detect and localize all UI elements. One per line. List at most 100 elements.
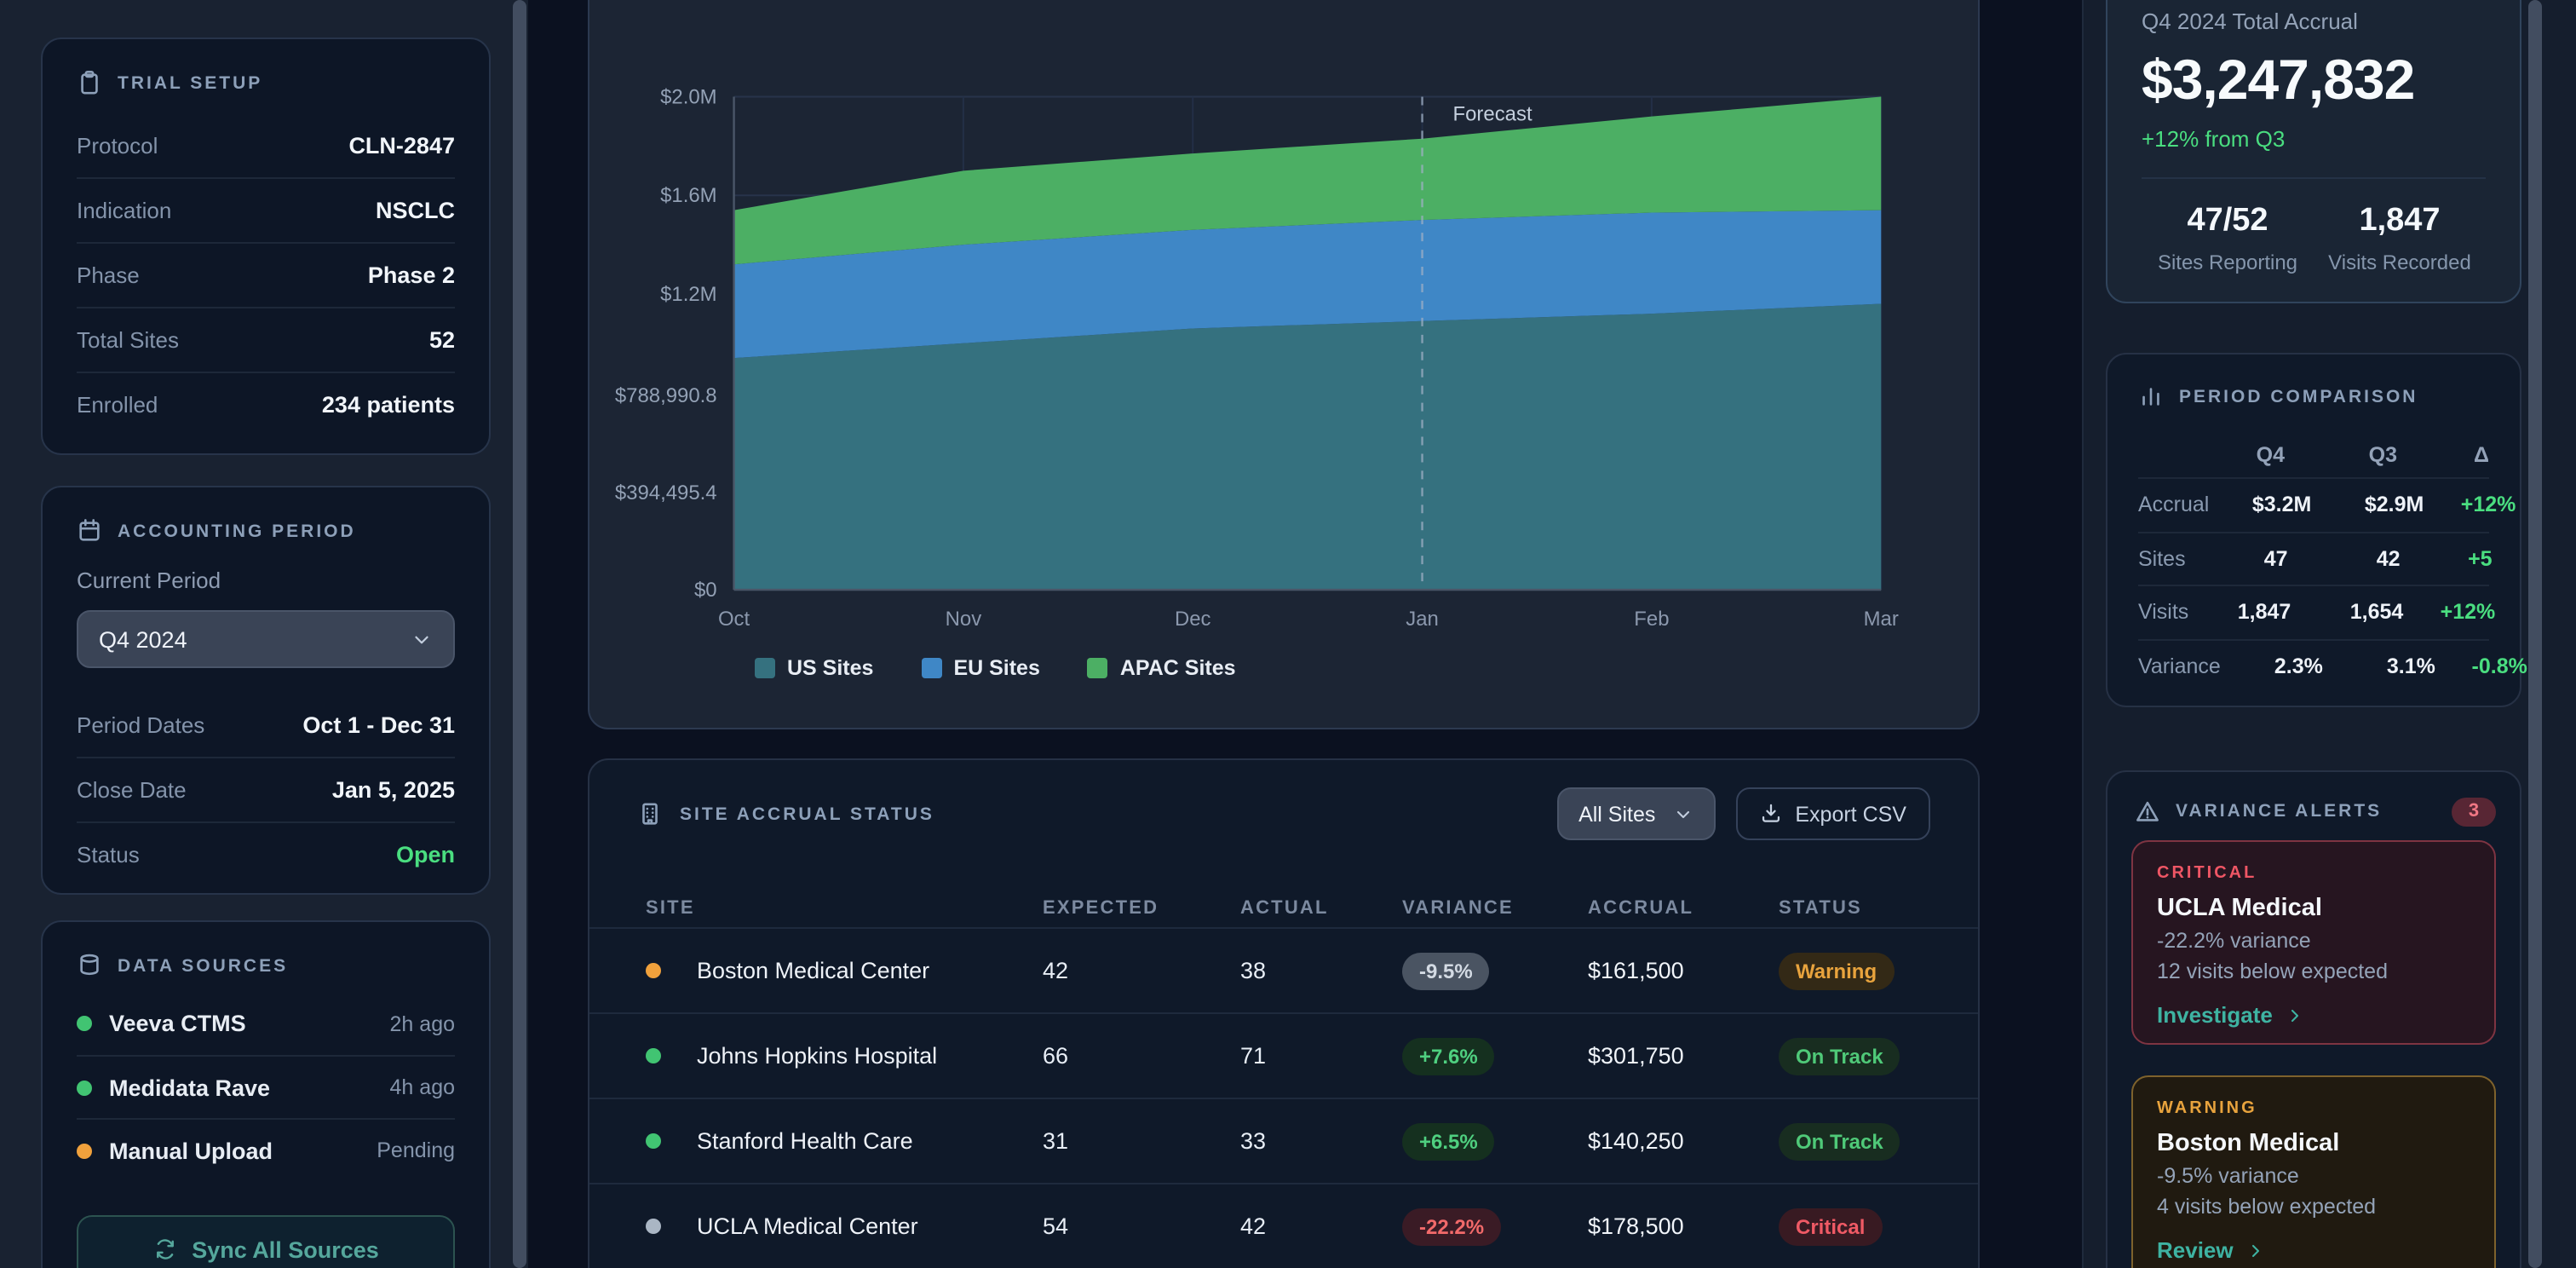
stat-sites-reporting: 47/52 Sites Reporting [2157,203,2298,274]
y-axis-tick: $1.2M [660,283,717,306]
table-row-johns-hopkins[interactable]: Johns Hopkins Hospital 66 71 +7.6% $301,… [589,1012,1978,1098]
site-accrual-panel: SITE ACCRUAL STATUS All Sites Export CSV… [588,758,1980,1268]
period-select[interactable]: Q4 2024 [77,610,455,668]
chevron-down-icon [415,635,428,643]
period-comparison-cols: Q4 Q3 Δ [2256,443,2489,467]
alert-site: Boston Medical [2157,1130,2340,1157]
pc-row-accrual: Accrual $3.2M $2.9M +12% [2138,477,2516,531]
variance-badge: +7.6% [1402,1037,1495,1075]
database-icon [80,954,99,976]
legend-swatch [1087,658,1108,678]
close-date-row: Close Date Jan 5, 2025 [77,757,455,821]
variance-alerts-panel: VARIANCE ALERTS 3 CRITICAL UCLA Medical … [2106,770,2521,1268]
data-sources-header: DATA SOURCES [77,953,455,978]
variance-alerts-header: VARIANCE ALERTS 3 [2135,792,2496,830]
download-icon [1762,804,1780,822]
y-axis-tick: $2.0M [660,86,717,109]
site-accrual-header: SITE ACCRUAL STATUS All Sites Export CSV [637,786,1930,842]
x-axis-tick: Mar [1864,608,1899,631]
data-sources-panel: DATA SOURCES Veeva CTMS 2h ago Medidata R… [41,920,491,1268]
chevron-right-icon [2251,1243,2259,1257]
alert-detail: 4 visits below expected [2157,1195,2377,1219]
trial-setup-panel: TRIAL SETUP Protocol CLN-2847 Indication N… [41,37,491,455]
trial-row-enrolled: Enrolled 234 patients [77,372,455,436]
table-row-stanford[interactable]: Stanford Health Care 31 33 +6.5% $140,25… [589,1098,1978,1183]
pc-row-visits: Visits 1,847 1,654 +12% [2138,585,2495,638]
status-badge-ontrack: On Track [1779,1037,1900,1075]
col-site: SITE [646,898,695,919]
pc-row-variance: Variance 2.3% 3.1% -0.8% [2138,638,2527,692]
alert-card-critical: CRITICAL UCLA Medical -22.2% variance 12… [2131,840,2496,1045]
table-header-row: SITE EXPECTED ACTUAL VARIANCE ACCRUAL ST… [589,890,1978,927]
data-source-veeva: Veeva CTMS 2h ago [77,992,455,1055]
legend-item-us-sites: US Sites [755,656,873,680]
sites-filter-select[interactable]: All Sites [1556,787,1716,840]
table-controls: All Sites Export CSV [1556,787,1930,840]
x-axis-tick: Nov [946,608,982,631]
sync-all-sources-button[interactable]: Sync All Sources [77,1215,455,1268]
accrual-chart-panel: Forecast $0 $394,495.4 $788,990.8 $1.2M $1.6M… [588,0,1980,729]
trial-setup-header: TRIAL SETUP [77,70,455,95]
current-period-label: Current Period [77,568,221,593]
bar-chart-icon [2142,388,2159,406]
total-accrual-change: +12% from Q3 [2142,126,2286,152]
summary-stats: 47/52 Sites Reporting 1,847 Visits Recor… [2142,203,2486,274]
variance-alerts-title: VARIANCE ALERTS [2176,801,2383,821]
y-axis-tick: $1.6M [660,184,717,207]
calendar-icon [79,519,100,541]
trial-setup-title: TRIAL SETUP [118,72,263,93]
site-accrual-title-wrap: SITE ACCRUAL STATUS [637,801,934,827]
accounting-period-rows: Period Dates Oct 1 - Dec 31 Close Date Jan… [77,692,455,886]
col-variance: VARIANCE [1402,898,1514,919]
sidebar-scrollbar[interactable] [513,0,526,1268]
export-csv-button[interactable]: Export CSV [1735,787,1930,840]
alerts-count-badge: 3 [2452,797,2496,826]
data-source-medidata: Medidata Rave 4h ago [77,1055,455,1118]
period-comparison-header: PERIOD COMPARISON [2138,383,2489,409]
pc-row-sites: Sites 47 42 +5 [2138,531,2493,585]
building-icon [642,803,658,825]
period-comparison-rows: Accrual $3.2M $2.9M +12% Sites 47 42 +5 … [2138,477,2527,692]
site-dot-green [646,1133,661,1149]
status-open-value: Open [395,842,455,867]
clipboard-icon [81,70,98,95]
sites-filter-value: All Sites [1578,802,1656,826]
legend-swatch [921,658,942,678]
x-axis-tick: Feb [1634,608,1669,631]
sync-icon [156,1239,174,1259]
investigate-link[interactable]: Investigate [2157,1002,2470,1028]
site-dot-green [646,1048,661,1063]
total-accrual-label: Q4 2024 Total Accrual [2142,9,2358,34]
period-dates-row: Period Dates Oct 1 - Dec 31 [77,712,455,737]
trial-row-total-sites: Total Sites 52 [77,307,455,372]
y-axis-tick: $788,990.8 [615,384,717,407]
review-link[interactable]: Review [2157,1237,2470,1263]
col-status: STATUS [1779,898,1862,919]
export-csv-label: Export CSV [1795,802,1906,826]
x-axis-tick: Jan [1406,608,1439,631]
trial-row-phase: Phase Phase 2 [77,242,455,307]
left-sidebar: TRIAL SETUP Protocol CLN-2847 Indication N… [0,0,528,1268]
table-row-ucla[interactable]: UCLA Medical Center 54 42 -22.2% $178,50… [589,1183,1978,1268]
data-source-list: Veeva CTMS 2h ago Medidata Rave 4h ago Man… [77,992,455,1181]
alert-variance: -22.2% variance [2157,929,2311,953]
x-axis-tick: Dec [1175,608,1211,631]
window-scrollbar[interactable] [2528,0,2542,1268]
accounting-period-header: ACCOUNTING PERIOD [77,518,455,544]
site-dot-amber [646,963,661,978]
period-comparison-panel: PERIOD COMPARISON Q4 Q3 Δ Accrual $3.2M … [2106,353,2527,707]
status-badge-critical: Critical [1779,1207,1883,1245]
trial-row-protocol: Protocol CLN-2847 [77,132,455,158]
site-dot-gray [646,1219,661,1234]
accounting-period-title: ACCOUNTING PERIOD [118,521,356,541]
status-badge-warning: Warning [1779,952,1895,989]
sync-button-label: Sync All Sources [192,1236,379,1262]
data-sources-title: DATA SOURCES [118,955,289,976]
table-row-boston[interactable]: Boston Medical Center 42 38 -9.5% $161,5… [589,927,1978,1012]
legend-swatch [755,658,775,678]
chevron-right-icon [2291,1008,2298,1022]
total-accrual-panel: Q4 2024 Total Accrual $3,247,832 +12% fr… [2106,0,2521,303]
col-actual: ACTUAL [1240,898,1329,919]
alert-variance: -9.5% variance [2157,1164,2299,1188]
